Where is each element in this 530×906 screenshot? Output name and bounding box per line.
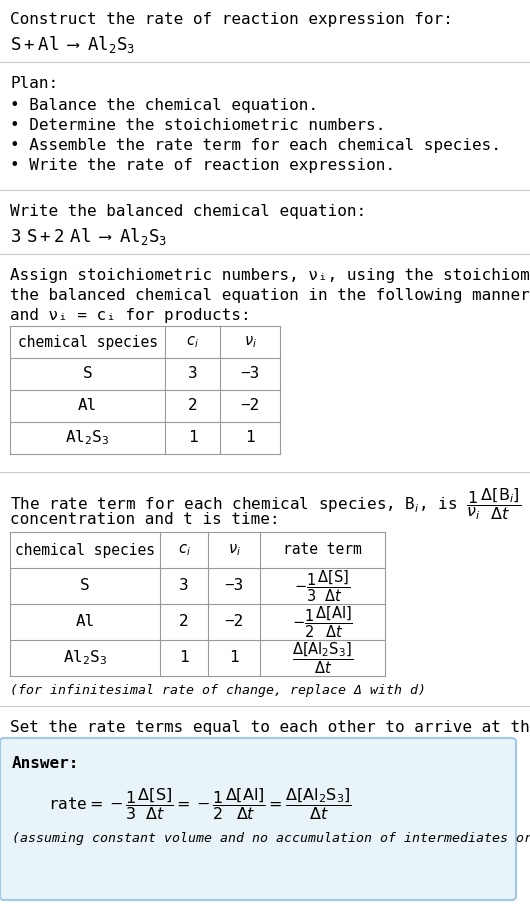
Text: Construct the rate of reaction expression for:: Construct the rate of reaction expressio… (10, 12, 453, 27)
Text: $\dfrac{\Delta[\mathrm{Al_2S_3}]}{\Delta t}$: $\dfrac{\Delta[\mathrm{Al_2S_3}]}{\Delta… (292, 641, 353, 676)
Text: $-\dfrac{1}{2}\dfrac{\Delta[\mathrm{Al}]}{\Delta t}$: $-\dfrac{1}{2}\dfrac{\Delta[\mathrm{Al}]… (292, 604, 353, 640)
Text: • Assemble the rate term for each chemical species.: • Assemble the rate term for each chemic… (10, 138, 501, 153)
Text: Al: Al (78, 399, 97, 413)
Text: $\mathtt{Al_2S_3}$: $\mathtt{Al_2S_3}$ (65, 429, 110, 448)
Text: Plan:: Plan: (10, 76, 58, 91)
Text: $\mathtt{3\ S + 2\ Al\ {\longrightarrow}\ Al_2S_3}$: $\mathtt{3\ S + 2\ Al\ {\longrightarrow}… (10, 226, 167, 247)
Text: rate term: rate term (283, 543, 362, 557)
Text: $\mathtt{Al_2S_3}$: $\mathtt{Al_2S_3}$ (63, 649, 107, 668)
Text: $c_i$: $c_i$ (186, 334, 199, 350)
Text: 2: 2 (179, 614, 189, 630)
Text: • Balance the chemical equation.: • Balance the chemical equation. (10, 98, 318, 113)
Text: S: S (80, 579, 90, 593)
Text: −2: −2 (241, 399, 260, 413)
Text: and νᵢ = cᵢ for products:: and νᵢ = cᵢ for products: (10, 308, 251, 323)
Text: 1: 1 (188, 430, 197, 446)
Text: concentration and t is time:: concentration and t is time: (10, 512, 279, 527)
Text: $c_i$: $c_i$ (178, 542, 190, 558)
Text: S: S (83, 367, 92, 381)
Text: (assuming constant volume and no accumulation of intermediates or side products): (assuming constant volume and no accumul… (12, 832, 530, 845)
Text: • Write the rate of reaction expression.: • Write the rate of reaction expression. (10, 158, 395, 173)
Text: the balanced chemical equation in the following manner: νᵢ = −cᵢ for reactants: the balanced chemical equation in the fo… (10, 288, 530, 303)
Text: Set the rate terms equal to each other to arrive at the rate expression:: Set the rate terms equal to each other t… (10, 720, 530, 735)
Text: chemical species: chemical species (17, 334, 157, 350)
FancyBboxPatch shape (0, 738, 516, 900)
Text: chemical species: chemical species (15, 543, 155, 557)
Text: −3: −3 (224, 579, 244, 593)
Text: (for infinitesimal rate of change, replace Δ with d): (for infinitesimal rate of change, repla… (10, 684, 426, 697)
Text: Al: Al (75, 614, 95, 630)
Text: $\mathtt{S + Al \ {\longrightarrow}\ Al_2S_3}$: $\mathtt{S + Al \ {\longrightarrow}\ Al_… (10, 34, 135, 55)
Text: Write the balanced chemical equation:: Write the balanced chemical equation: (10, 204, 366, 219)
Text: −2: −2 (224, 614, 244, 630)
Text: The rate term for each chemical species, B$_i$, is $\dfrac{1}{\nu_i}\dfrac{\Delt: The rate term for each chemical species,… (10, 486, 530, 522)
Text: $\nu_i$: $\nu_i$ (243, 334, 257, 350)
Text: Assign stoichiometric numbers, νᵢ, using the stoichiometric coefficients, cᵢ, fr: Assign stoichiometric numbers, νᵢ, using… (10, 268, 530, 283)
Text: 3: 3 (179, 579, 189, 593)
Text: 1: 1 (229, 651, 239, 666)
Text: $\mathtt{rate} = -\dfrac{1}{3}\dfrac{\Delta[\mathrm{S}]}{\Delta t} = -\dfrac{1}{: $\mathtt{rate} = -\dfrac{1}{3}\dfrac{\De… (48, 786, 352, 822)
Text: 2: 2 (188, 399, 197, 413)
Text: Answer:: Answer: (12, 756, 80, 771)
Text: • Determine the stoichiometric numbers.: • Determine the stoichiometric numbers. (10, 118, 385, 133)
Text: $-\dfrac{1}{3}\dfrac{\Delta[\mathrm{S}]}{\Delta t}$: $-\dfrac{1}{3}\dfrac{\Delta[\mathrm{S}]}… (295, 568, 350, 603)
Text: 3: 3 (188, 367, 197, 381)
Text: $\nu_i$: $\nu_i$ (227, 542, 241, 558)
Text: 1: 1 (179, 651, 189, 666)
Text: −3: −3 (241, 367, 260, 381)
Text: 1: 1 (245, 430, 255, 446)
